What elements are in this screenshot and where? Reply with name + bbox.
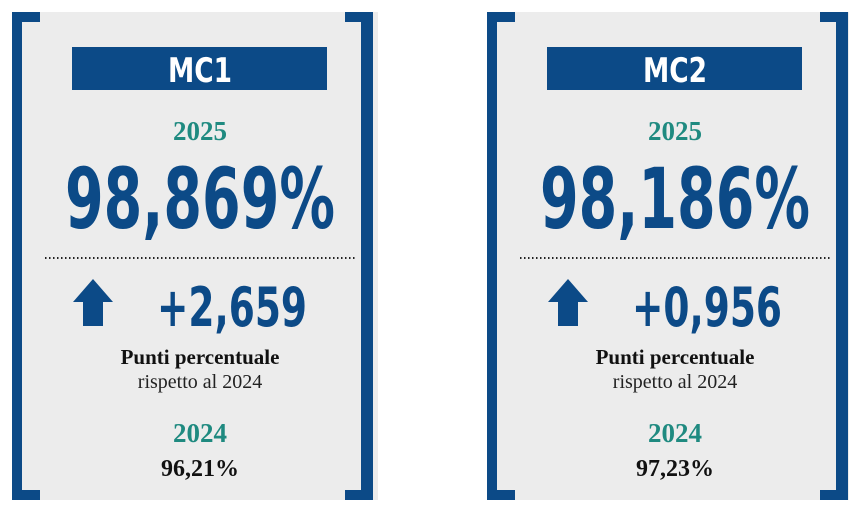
bracket	[12, 12, 40, 22]
card-background	[12, 12, 378, 500]
arrow-up-icon	[548, 279, 588, 326]
bracket	[487, 12, 515, 22]
year-previous: 2024	[648, 418, 702, 448]
change-label: Punti percentuale	[596, 345, 755, 369]
change-value: +2,659	[157, 276, 307, 339]
year-previous: 2024	[173, 418, 227, 448]
bracket	[12, 12, 22, 500]
change-subtitle: rispetto al 2024	[138, 371, 262, 393]
card-title: MC2	[643, 51, 707, 91]
card-title: MC1	[168, 51, 232, 91]
year-current: 2025	[173, 116, 227, 146]
bracket	[487, 12, 497, 500]
change-subtitle: rispetto al 2024	[613, 371, 737, 393]
bracket	[820, 490, 848, 500]
bracket	[820, 12, 848, 22]
bracket	[345, 12, 373, 22]
change-value: +0,956	[632, 276, 782, 339]
bracket	[836, 12, 848, 500]
bracket	[345, 490, 373, 500]
arrow-up-icon	[73, 279, 113, 326]
value-current: 98,869%	[65, 150, 335, 248]
value-previous: 96,21%	[161, 456, 239, 482]
value-current: 98,186%	[540, 150, 810, 248]
bracket	[12, 490, 40, 500]
card-background	[487, 12, 849, 500]
value-previous: 97,23%	[636, 456, 714, 482]
bracket	[361, 12, 373, 500]
title-box	[72, 47, 327, 90]
bracket	[487, 490, 515, 500]
change-label: Punti percentuale	[121, 345, 280, 369]
year-current: 2025	[648, 116, 702, 146]
title-box	[547, 47, 802, 90]
